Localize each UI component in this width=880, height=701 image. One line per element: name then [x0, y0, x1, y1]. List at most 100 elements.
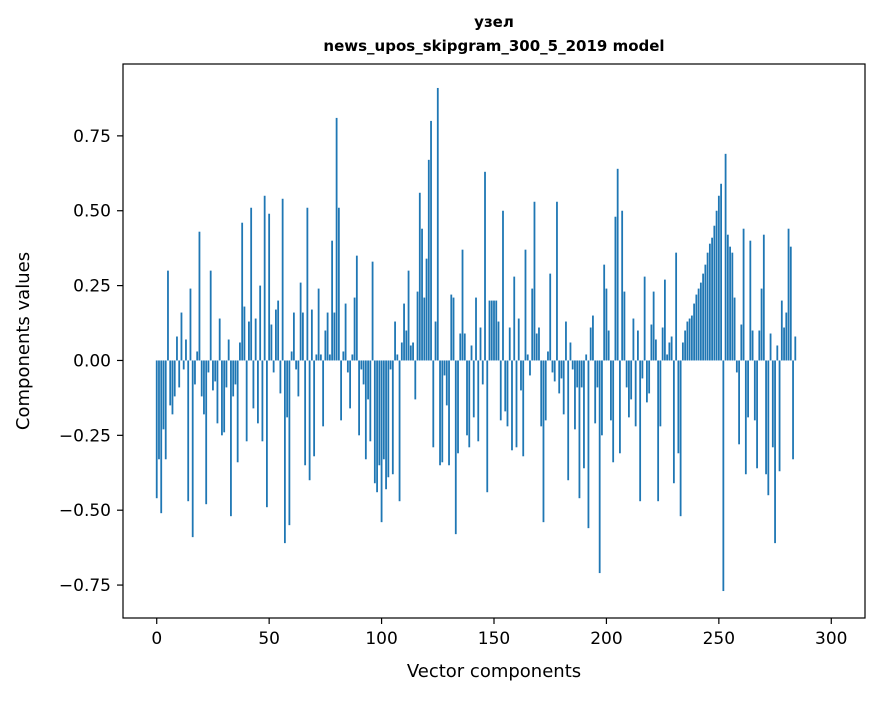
bar	[558, 360, 561, 394]
bar	[380, 360, 383, 523]
bar	[780, 300, 783, 361]
x-axis-ticks: 0 50 100 150 200 250 300	[151, 618, 847, 649]
bar	[742, 228, 745, 361]
bar	[517, 318, 520, 361]
bar	[346, 360, 349, 373]
bar	[650, 324, 653, 361]
bar	[396, 354, 399, 361]
bar	[587, 360, 590, 529]
bar	[367, 360, 369, 400]
bar	[531, 288, 534, 361]
bar	[749, 240, 752, 361]
bar	[461, 249, 464, 361]
bar	[263, 195, 266, 361]
bar	[418, 192, 421, 361]
bar	[358, 360, 360, 436]
bar	[529, 360, 531, 376]
y-tick-label: −0.75	[59, 576, 111, 596]
y-tick-label: 0.75	[73, 127, 111, 147]
bar	[513, 276, 516, 361]
bar	[275, 309, 277, 361]
bar	[218, 318, 221, 361]
bar	[434, 321, 437, 361]
y-tick-label: −0.25	[59, 426, 111, 446]
bar	[313, 360, 316, 457]
bar	[279, 360, 282, 394]
y-tick-label: 0.50	[73, 202, 111, 222]
bar	[538, 327, 540, 361]
bar	[783, 327, 785, 361]
bar	[194, 360, 196, 385]
bar	[394, 321, 396, 361]
bar	[182, 360, 185, 370]
bar	[414, 360, 417, 400]
bar	[785, 312, 788, 361]
bar	[495, 300, 498, 361]
x-tick-label: 250	[703, 629, 735, 649]
bar	[549, 273, 552, 361]
bar	[180, 312, 183, 361]
bar	[254, 318, 257, 361]
bar	[787, 228, 790, 361]
bar	[668, 342, 671, 361]
bar	[304, 360, 307, 466]
bar	[405, 330, 408, 361]
bar	[259, 285, 262, 361]
bar	[443, 360, 446, 376]
bar	[308, 360, 311, 481]
bar	[706, 252, 709, 361]
bar	[630, 360, 633, 400]
x-axis-label: Vector components	[407, 661, 581, 682]
bar	[340, 360, 342, 421]
bar	[493, 300, 495, 361]
bar	[596, 360, 599, 388]
bar	[376, 360, 378, 493]
bar	[243, 306, 246, 361]
bar	[699, 282, 702, 361]
bar	[185, 339, 187, 361]
bar	[171, 360, 174, 415]
bar	[198, 231, 201, 361]
bar	[724, 153, 727, 361]
bar	[412, 342, 414, 361]
bar	[499, 360, 502, 421]
bar	[547, 351, 549, 361]
bar	[738, 360, 740, 445]
bar	[612, 360, 615, 463]
bar	[720, 183, 722, 361]
bar	[605, 288, 608, 361]
bar	[196, 351, 199, 361]
bar	[794, 336, 797, 361]
bar	[335, 117, 338, 361]
chart-subtitle: news_upos_skipgram_300_5_2019 model	[323, 37, 664, 55]
bar	[173, 360, 176, 397]
bar	[472, 360, 475, 418]
bar	[704, 264, 707, 361]
bar	[250, 207, 253, 361]
bar	[504, 360, 507, 412]
bar	[654, 339, 657, 361]
bar	[416, 291, 419, 361]
bar	[257, 360, 259, 424]
bar	[722, 360, 725, 592]
bar	[214, 360, 217, 382]
bar	[520, 360, 522, 391]
bar	[702, 273, 705, 361]
bar	[270, 324, 273, 361]
bar	[389, 360, 392, 370]
bar	[594, 360, 597, 424]
bar	[205, 360, 208, 505]
bar	[688, 318, 691, 361]
bar	[774, 360, 776, 544]
bar	[544, 360, 547, 421]
bar	[639, 360, 642, 502]
bar	[288, 360, 291, 526]
bar	[212, 360, 214, 391]
bar	[425, 258, 428, 361]
bar	[407, 270, 410, 361]
bar	[189, 288, 192, 361]
bar	[178, 360, 181, 388]
bar	[560, 360, 563, 379]
bar	[607, 330, 610, 361]
bar	[488, 300, 491, 361]
